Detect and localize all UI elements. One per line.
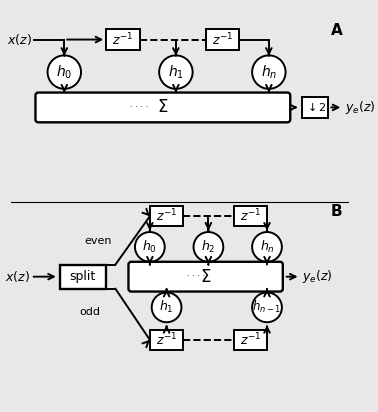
Text: B: B (331, 204, 342, 219)
Text: $h_0$: $h_0$ (143, 239, 157, 255)
Text: $h_{n-1}$: $h_{n-1}$ (253, 299, 282, 316)
FancyBboxPatch shape (150, 330, 183, 350)
Text: $h_n$: $h_n$ (260, 239, 274, 255)
Text: $h_0$: $h_0$ (56, 63, 73, 81)
Text: $z^{-1}$: $z^{-1}$ (212, 31, 233, 48)
Text: $z^{-1}$: $z^{-1}$ (240, 332, 261, 348)
Text: $z^{-1}$: $z^{-1}$ (156, 332, 177, 348)
Circle shape (152, 293, 181, 322)
Text: · · · ·: · · · · (130, 103, 149, 112)
FancyBboxPatch shape (234, 330, 267, 350)
FancyBboxPatch shape (36, 93, 290, 122)
Text: $\downarrow 2$: $\downarrow 2$ (305, 101, 326, 113)
FancyBboxPatch shape (206, 29, 239, 50)
Text: A: A (331, 23, 342, 38)
Text: odd: odd (79, 307, 100, 317)
Text: $z^{-1}$: $z^{-1}$ (240, 208, 261, 225)
Circle shape (159, 55, 193, 89)
FancyBboxPatch shape (302, 97, 328, 118)
Circle shape (135, 232, 165, 262)
FancyBboxPatch shape (106, 29, 139, 50)
Text: split: split (70, 270, 96, 283)
Text: $h_n$: $h_n$ (261, 63, 277, 81)
Text: $z^{-1}$: $z^{-1}$ (156, 208, 177, 225)
Text: $y_e(z)$: $y_e(z)$ (345, 99, 376, 116)
Text: $x(z)$: $x(z)$ (7, 32, 32, 47)
Text: $h_2$: $h_2$ (201, 239, 216, 255)
FancyBboxPatch shape (234, 206, 267, 227)
Text: $x(z)$: $x(z)$ (5, 269, 30, 284)
Text: $h_1$: $h_1$ (159, 299, 174, 316)
Circle shape (194, 232, 223, 262)
Circle shape (252, 55, 286, 89)
Text: $\Sigma$: $\Sigma$ (157, 98, 169, 117)
Circle shape (252, 293, 282, 322)
Text: $y_e(z)$: $y_e(z)$ (302, 268, 333, 285)
Circle shape (48, 55, 81, 89)
Text: $h_1$: $h_1$ (168, 63, 184, 81)
Text: even: even (85, 236, 112, 246)
FancyBboxPatch shape (150, 206, 183, 227)
Circle shape (252, 232, 282, 262)
Text: · · · ·: · · · · (187, 272, 206, 281)
FancyBboxPatch shape (60, 265, 106, 289)
Text: $z^{-1}$: $z^{-1}$ (112, 31, 133, 48)
Text: $\Sigma$: $\Sigma$ (200, 268, 211, 286)
FancyBboxPatch shape (129, 262, 283, 292)
